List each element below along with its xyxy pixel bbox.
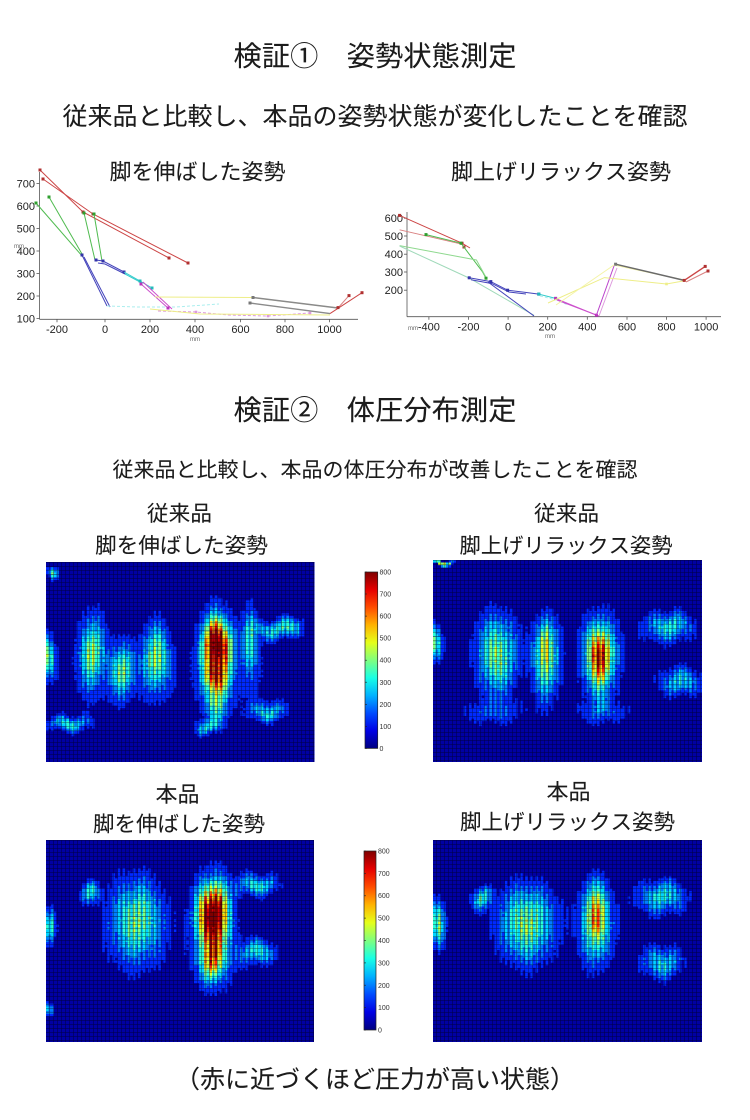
svg-text:0: 0: [378, 1028, 382, 1035]
svg-text:600: 600: [378, 893, 390, 900]
svg-text:100: 100: [380, 724, 392, 731]
svg-text:600: 600: [231, 324, 249, 336]
svg-text:200: 200: [385, 285, 403, 297]
svg-text:300: 300: [17, 269, 35, 281]
svg-text:mm: mm: [14, 244, 24, 250]
svg-text:400: 400: [378, 938, 390, 945]
svg-text:500: 500: [17, 224, 35, 236]
svg-text:600: 600: [618, 322, 636, 334]
svg-text:1000: 1000: [317, 324, 341, 336]
svg-text:300: 300: [378, 960, 390, 967]
svg-text:500: 500: [380, 636, 392, 643]
svg-text:200: 200: [380, 702, 392, 709]
svg-text:200: 200: [539, 322, 557, 334]
svg-text:700: 700: [378, 871, 390, 878]
svg-text:-400: -400: [418, 322, 440, 334]
svg-text:800: 800: [657, 322, 675, 334]
svg-text:400: 400: [385, 249, 403, 261]
svg-text:0: 0: [102, 324, 108, 336]
svg-text:600: 600: [17, 201, 35, 213]
svg-text:300: 300: [385, 267, 403, 279]
svg-text:mm: mm: [190, 337, 200, 343]
svg-text:mm: mm: [408, 326, 418, 332]
svg-text:500: 500: [385, 231, 403, 243]
svg-text:800: 800: [378, 849, 390, 856]
svg-text:1000: 1000: [694, 322, 718, 334]
svg-text:700: 700: [17, 179, 35, 191]
svg-text:mm: mm: [545, 334, 555, 340]
svg-text:800: 800: [380, 570, 392, 577]
svg-text:200: 200: [17, 291, 35, 303]
svg-text:400: 400: [578, 322, 596, 334]
svg-text:800: 800: [276, 324, 294, 336]
svg-text:-200: -200: [46, 324, 68, 336]
svg-text:500: 500: [378, 916, 390, 923]
svg-text:700: 700: [380, 592, 392, 599]
svg-text:0: 0: [505, 322, 511, 334]
svg-text:-200: -200: [457, 322, 479, 334]
svg-text:0: 0: [380, 746, 384, 753]
svg-text:400: 400: [17, 246, 35, 258]
svg-text:200: 200: [378, 983, 390, 990]
svg-text:200: 200: [141, 324, 159, 336]
svg-text:600: 600: [380, 614, 392, 621]
svg-text:100: 100: [378, 1005, 390, 1012]
svg-text:400: 400: [186, 324, 204, 336]
svg-text:300: 300: [380, 680, 392, 687]
svg-text:400: 400: [380, 658, 392, 665]
svg-text:100: 100: [17, 314, 35, 326]
